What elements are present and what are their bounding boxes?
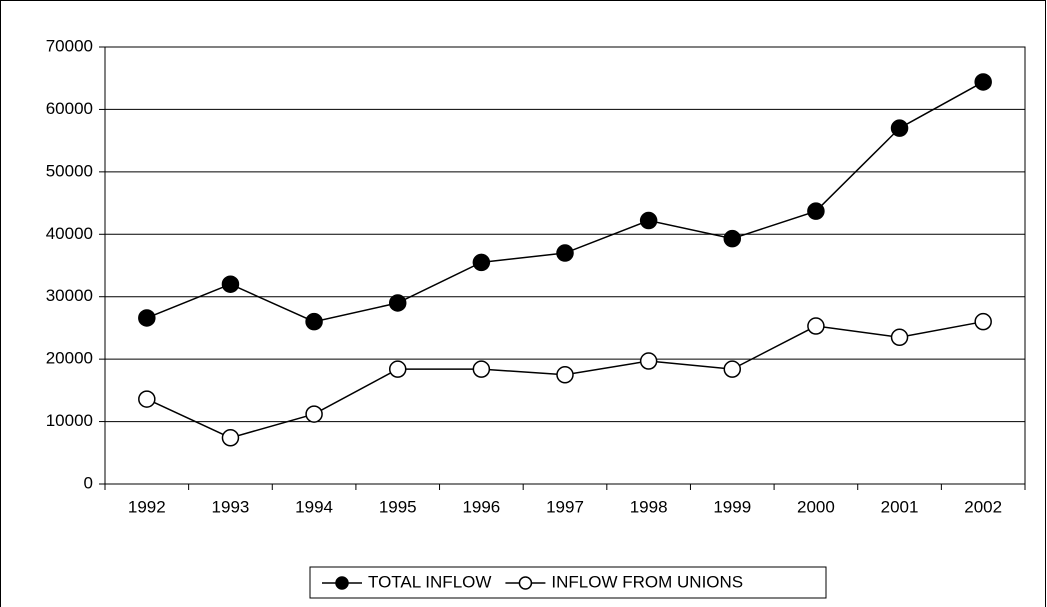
y-tick-label: 40000 xyxy=(46,224,93,243)
data-point xyxy=(556,244,574,262)
data-point xyxy=(890,119,909,137)
x-tick-label: 1996 xyxy=(462,497,500,516)
legend-box xyxy=(309,566,827,599)
y-tick-label: 20000 xyxy=(46,349,93,368)
y-tick-label: 60000 xyxy=(46,99,93,118)
data-point xyxy=(138,309,156,327)
data-point xyxy=(890,328,909,347)
x-tick-label: 1994 xyxy=(295,497,333,516)
x-tick-label: 1993 xyxy=(212,497,250,516)
data-point xyxy=(723,360,742,378)
legend-marker xyxy=(335,576,349,590)
data-point xyxy=(221,429,240,447)
x-tick-label: 1998 xyxy=(630,497,668,516)
y-tick-label: 30000 xyxy=(46,286,93,305)
x-tick-label: 2000 xyxy=(797,497,835,516)
data-point xyxy=(388,294,407,312)
data-point xyxy=(723,229,742,248)
data-point xyxy=(472,360,491,378)
plot-area xyxy=(104,46,1026,485)
legend-marker xyxy=(518,576,533,590)
data-point xyxy=(138,390,156,408)
data-point xyxy=(974,73,992,91)
x-tick-label: 1995 xyxy=(379,497,417,516)
data-point xyxy=(556,366,574,384)
legend-label: INFLOW FROM UNIONS xyxy=(551,572,743,591)
y-tick-label: 0 xyxy=(84,473,93,492)
x-tick-label: 2002 xyxy=(964,497,1002,516)
x-tick-label: 1999 xyxy=(713,497,751,516)
y-tick-label: 70000 xyxy=(46,36,93,55)
data-point xyxy=(472,253,491,272)
x-tick-label: 1997 xyxy=(546,497,584,516)
data-point xyxy=(639,352,658,370)
data-point xyxy=(807,317,825,335)
data-point xyxy=(305,405,323,423)
y-tick-label: 10000 xyxy=(46,411,93,430)
data-point xyxy=(639,211,658,230)
data-point xyxy=(807,202,825,220)
y-tick-label: 50000 xyxy=(46,161,93,180)
legend-label: TOTAL INFLOW xyxy=(368,572,491,591)
data-point xyxy=(221,275,240,293)
x-tick-label: 2001 xyxy=(881,497,919,516)
data-point xyxy=(305,312,323,331)
data-point xyxy=(974,312,992,331)
data-point xyxy=(388,360,407,378)
x-tick-label: 1992 xyxy=(128,497,166,516)
